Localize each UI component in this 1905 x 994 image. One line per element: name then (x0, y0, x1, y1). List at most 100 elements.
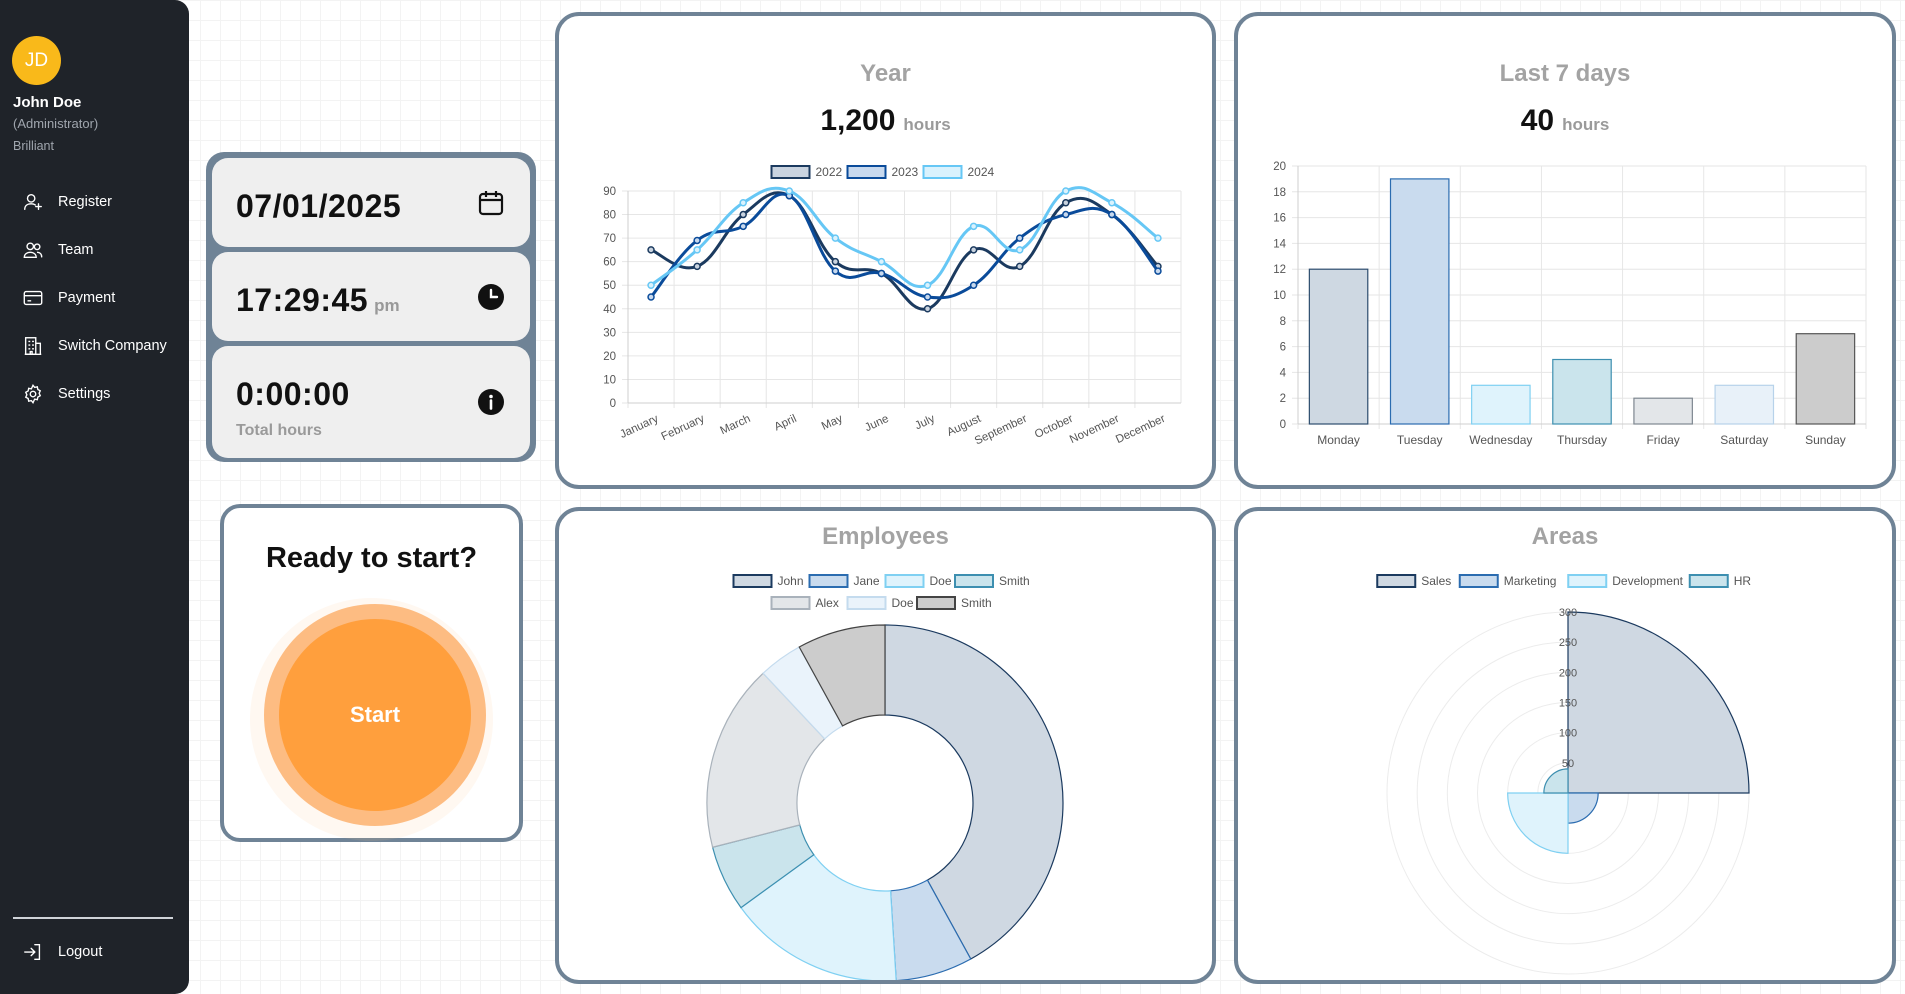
year-total: 1,200 (820, 104, 896, 137)
legend-label: Jane (854, 574, 880, 588)
r-tick-label: 100 (1559, 728, 1577, 740)
year-line-chart: 0 10 20 30 40 50 60 70 80 90 January February March A… (603, 165, 1182, 448)
sidebar-item-label: Settings (58, 386, 111, 402)
data-point (739, 210, 747, 219)
x-tick-label: November (1068, 413, 1121, 446)
user-name: John Doe (13, 94, 82, 111)
x-tick-label: March (718, 413, 752, 437)
r-tick-label: 50 (1562, 758, 1574, 770)
legend-swatch (770, 596, 811, 610)
legend-swatch (1567, 574, 1608, 588)
legend-label: Marketing (1504, 574, 1557, 588)
sidebar-divider (13, 917, 173, 919)
total-hours-card: 0:00:00 Total hours (212, 346, 530, 458)
legend-label: Development (1612, 574, 1683, 588)
chart-title: Year (860, 60, 911, 87)
x-tick-label: Saturday (1720, 433, 1768, 447)
gear-icon (24, 383, 42, 405)
sidebar: JD John Doe (Administrator) Brilliant Re… (0, 0, 189, 994)
week-bar-chart: 0 2 4 6 8 10 12 14 16 18 20 Monday Tuesday Wednesday T… (1273, 161, 1867, 447)
y-tick-label: 8 (1280, 316, 1286, 328)
logout-button[interactable]: Logout (0, 928, 189, 976)
data-point (969, 281, 978, 289)
total-hours-label: Total hours (236, 422, 322, 439)
bar-sunday (1795, 333, 1856, 425)
data-point (923, 281, 932, 289)
data-point (693, 262, 701, 271)
sidebar-item-switch-company[interactable]: Switch Company (0, 322, 189, 370)
data-point (969, 222, 978, 231)
data-point (1154, 234, 1162, 242)
avatar[interactable]: JD (12, 36, 61, 85)
x-tick-label: February (660, 413, 707, 443)
legend-swatch (846, 165, 887, 179)
legend-label: Smith (961, 596, 992, 610)
current-date: 07/01/2025 (236, 188, 402, 224)
legend-label: Smith (999, 574, 1030, 588)
data-point (969, 246, 978, 254)
slice-jane (889, 879, 972, 980)
data-point (739, 222, 747, 231)
x-tick-label: September (973, 413, 1029, 448)
legend-swatch (808, 574, 849, 588)
x-tick-label: Wednesday (1469, 433, 1532, 447)
week-unit: hours (1562, 115, 1610, 134)
data-point (785, 187, 794, 195)
slice-alex (706, 672, 826, 848)
employees-chart-card: John Jane Doe Smith Alex Doe Smith Employees (555, 507, 1216, 984)
data-point (1015, 246, 1024, 254)
data-point (647, 281, 655, 289)
sidebar-item-label: Switch Company (58, 338, 167, 354)
sidebar-item-label: Payment (58, 290, 116, 306)
polar-slice-marketing (1567, 792, 1599, 824)
building-icon (24, 337, 42, 355)
y-tick-label: 6 (1280, 342, 1286, 354)
polar-slice-hr (1543, 768, 1569, 794)
week-chart-card: 0 2 4 6 8 10 12 14 16 18 20 Monday Tuesday Wednesday T… (1234, 12, 1896, 489)
y-tick-label: 10 (603, 374, 616, 386)
user-role: (Administrator) (13, 116, 99, 131)
legend-label: 2024 (968, 165, 995, 179)
bar-saturday (1714, 384, 1775, 425)
y-tick-label: 70 (603, 233, 616, 245)
chart-title: Areas (1531, 523, 1599, 550)
data-point (923, 293, 932, 301)
y-tick-label: 12 (1273, 264, 1286, 276)
calendar-icon[interactable] (476, 188, 506, 218)
series-line-2023 (649, 192, 1160, 300)
x-tick-label: June (863, 413, 891, 434)
areas-chart-card: Sales Marketing Development HR 50 100 150 200 25… (1234, 507, 1896, 984)
data-point (1062, 199, 1070, 207)
x-tick-label: Friday (1646, 433, 1679, 447)
clock-icon[interactable] (476, 282, 506, 312)
r-tick-label: 300 (1559, 607, 1577, 619)
legend-swatch (916, 596, 956, 610)
am-pm: pm (374, 296, 400, 315)
y-tick-label: 40 (603, 304, 616, 316)
legend-label: Sales (1421, 574, 1451, 588)
y-tick-label: 4 (1280, 367, 1287, 379)
y-tick-label: 10 (1273, 290, 1286, 302)
data-point (1108, 199, 1116, 207)
sidebar-item-settings[interactable]: Settings (0, 370, 189, 418)
date-card: 07/01/2025 (212, 158, 530, 247)
sidebar-item-register[interactable]: Register (0, 178, 189, 226)
legend-swatch (884, 574, 925, 588)
bar-thursday (1552, 358, 1612, 425)
info-icon[interactable] (476, 387, 506, 417)
x-tick-label: Monday (1317, 433, 1360, 447)
bar-friday (1633, 397, 1693, 425)
sidebar-item-label: Register (58, 194, 112, 210)
start-button[interactable]: Start (279, 619, 471, 811)
polar-slice-sales (1567, 611, 1750, 794)
data-point (1154, 267, 1162, 275)
x-tick-label: July (913, 413, 937, 433)
sidebar-item-team[interactable]: Team (0, 226, 189, 274)
r-tick-label: 200 (1559, 667, 1577, 679)
bar-wednesday (1471, 384, 1531, 425)
sidebar-item-payment[interactable]: Payment (0, 274, 189, 322)
week-total: 40 (1520, 104, 1555, 137)
legend-swatch (922, 165, 963, 179)
legend-swatch (1458, 574, 1499, 588)
legend-swatch (954, 574, 994, 588)
